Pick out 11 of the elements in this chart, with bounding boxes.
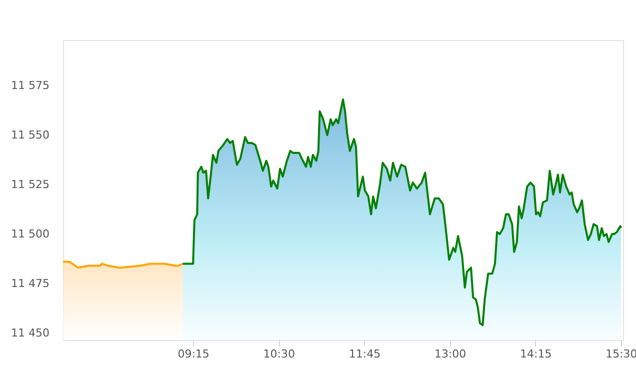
x-tick-label: 13:00 <box>434 348 466 360</box>
y-tick-label: 11 475 <box>11 277 50 290</box>
x-tick-label: 09:15 <box>178 348 210 360</box>
y-tick-label: 11 525 <box>11 178 50 192</box>
x-tick-label: 10:30 <box>263 348 295 360</box>
y-tick-label: 11 500 <box>11 228 50 241</box>
y-tick-label: 11 450 <box>11 326 50 340</box>
x-tick-label: 11:45 <box>348 348 381 360</box>
y-tick-label: 11 550 <box>11 128 50 142</box>
y-tick-label: 11 575 <box>11 79 50 92</box>
x-tick-label: 14:15 <box>520 348 552 360</box>
